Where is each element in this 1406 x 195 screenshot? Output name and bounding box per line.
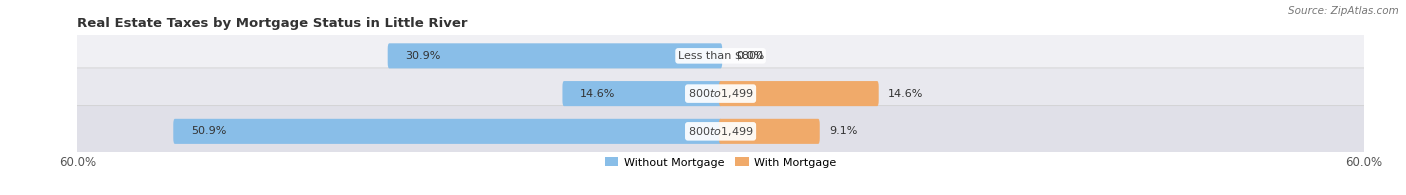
FancyBboxPatch shape [75, 106, 1367, 157]
Text: $800 to $1,499: $800 to $1,499 [688, 125, 754, 138]
Text: 9.1%: 9.1% [830, 126, 858, 136]
Text: $800 to $1,499: $800 to $1,499 [688, 87, 754, 100]
Text: 30.9%: 30.9% [405, 51, 440, 61]
Text: Real Estate Taxes by Mortgage Status in Little River: Real Estate Taxes by Mortgage Status in … [77, 17, 468, 30]
Legend: Without Mortgage, With Mortgage: Without Mortgage, With Mortgage [605, 157, 837, 168]
FancyBboxPatch shape [562, 81, 723, 106]
Text: 50.9%: 50.9% [191, 126, 226, 136]
FancyBboxPatch shape [173, 119, 723, 144]
FancyBboxPatch shape [718, 81, 879, 106]
Text: 14.6%: 14.6% [887, 89, 924, 99]
FancyBboxPatch shape [388, 43, 723, 68]
FancyBboxPatch shape [718, 119, 820, 144]
Text: 14.6%: 14.6% [581, 89, 616, 99]
Text: Source: ZipAtlas.com: Source: ZipAtlas.com [1288, 6, 1399, 16]
Text: Less than $800: Less than $800 [678, 51, 763, 61]
FancyBboxPatch shape [75, 68, 1367, 119]
Text: 0.0%: 0.0% [737, 51, 765, 61]
FancyBboxPatch shape [75, 30, 1367, 82]
